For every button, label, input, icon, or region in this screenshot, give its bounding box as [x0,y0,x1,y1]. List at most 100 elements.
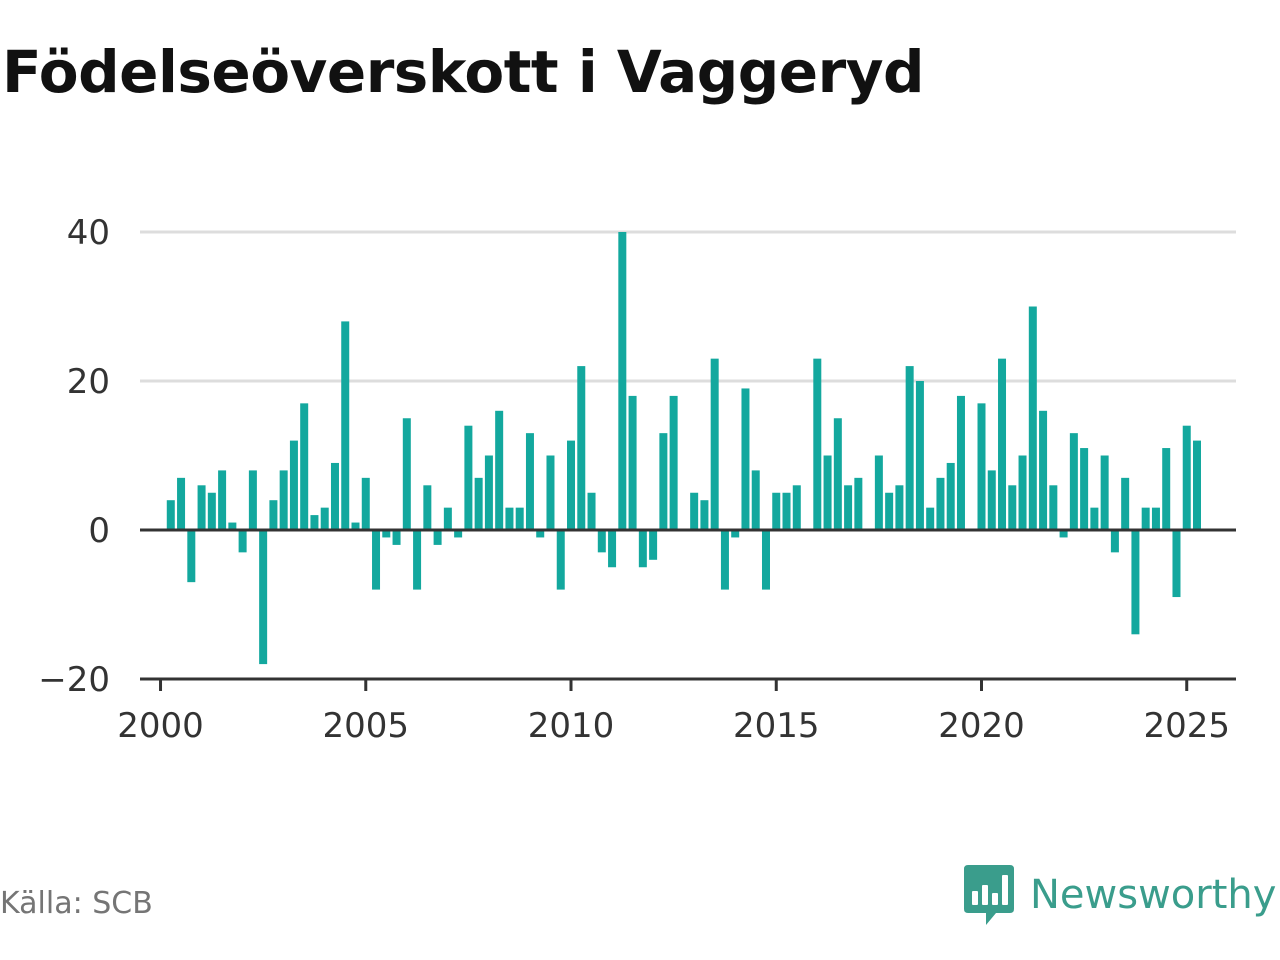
bar [659,433,668,530]
y-tick-label: 40 [67,213,110,253]
bar [731,530,740,538]
bar [926,507,935,530]
bar [392,530,401,545]
bar [269,500,278,530]
bar [761,530,770,590]
bar [484,455,493,530]
bar [1049,485,1058,530]
bar [638,530,647,568]
bar [515,507,524,530]
x-tick-label: 2010 [528,706,615,746]
bar [587,492,596,530]
axes [140,528,1236,681]
bar [259,530,268,665]
bar [474,477,483,530]
bar [936,477,945,530]
bar [1080,448,1089,530]
bar [669,395,678,530]
bar [310,515,319,530]
bar [885,492,894,530]
bar [567,440,576,530]
bar [1121,477,1130,530]
y-tick-label: 0 [88,511,110,551]
bar [197,485,206,530]
bar [1141,507,1150,530]
bar [320,507,329,530]
bar [279,470,288,530]
bar [177,477,186,530]
x-tick-label: 2005 [323,706,410,746]
bar [813,358,822,530]
bar [977,403,986,530]
bar [1018,455,1027,530]
bar-series [166,232,1201,665]
bar [1090,507,1099,530]
newsworthy-logo[interactable]: Newsworthy [962,862,1276,928]
bar [413,530,422,590]
chart-title: Födelseöverskott i Vaggeryd [2,38,925,106]
bar [443,507,452,530]
bar [772,492,781,530]
bar [372,530,381,590]
newsworthy-logo-icon [964,865,1014,925]
bar [741,388,750,530]
bar [1172,530,1181,598]
bar [556,530,565,590]
bar [454,530,463,538]
bar [946,462,955,530]
bar [905,366,914,530]
bar [525,433,534,530]
bar [690,492,699,530]
grid-lines [140,230,1236,383]
bar [300,403,309,530]
x-tick-label: 2015 [733,706,820,746]
y-tick-label: −20 [38,660,110,700]
bar [536,530,545,538]
bar [382,530,391,538]
bar [351,522,360,530]
bar [1039,410,1048,530]
bar [915,381,924,530]
bar [1162,448,1171,530]
bar [207,492,216,530]
x-axis-ticks: 2000 2005 2010 2015 2020 2025 [117,679,1230,746]
bar [998,358,1007,530]
bar [577,366,586,530]
bar [1008,485,1017,530]
x-tick-label: 2025 [1143,706,1230,746]
bar [330,462,339,530]
bar [782,492,791,530]
bar [248,470,257,530]
bar [874,455,883,530]
bar [1069,433,1078,530]
bar [341,321,350,530]
bar [423,485,432,530]
bar [238,530,247,553]
brand-name: Newsworthy [1030,872,1277,918]
bar [1059,530,1068,538]
bar [1110,530,1119,553]
bar [1151,507,1160,530]
bar [433,530,442,545]
bar [1182,425,1191,530]
bar [228,522,237,530]
bar [700,500,709,530]
bar [854,477,863,530]
bar [792,485,801,530]
y-tick-label: 20 [67,362,110,402]
bar [166,500,175,530]
bar [464,425,473,530]
bar [720,530,729,590]
bar [505,507,514,530]
bar [495,410,504,530]
bar-chart: 40 20 0 −20 2000 2005 2010 2015 2020 2025 [38,213,1236,746]
x-tick-label: 2000 [117,706,204,746]
bar [597,530,606,553]
source-note: Källa: SCB [0,886,153,921]
bar [218,470,227,530]
bar [608,530,617,568]
bar [649,530,658,560]
bar [1028,306,1037,530]
bar [361,477,370,530]
bar [1193,440,1201,530]
